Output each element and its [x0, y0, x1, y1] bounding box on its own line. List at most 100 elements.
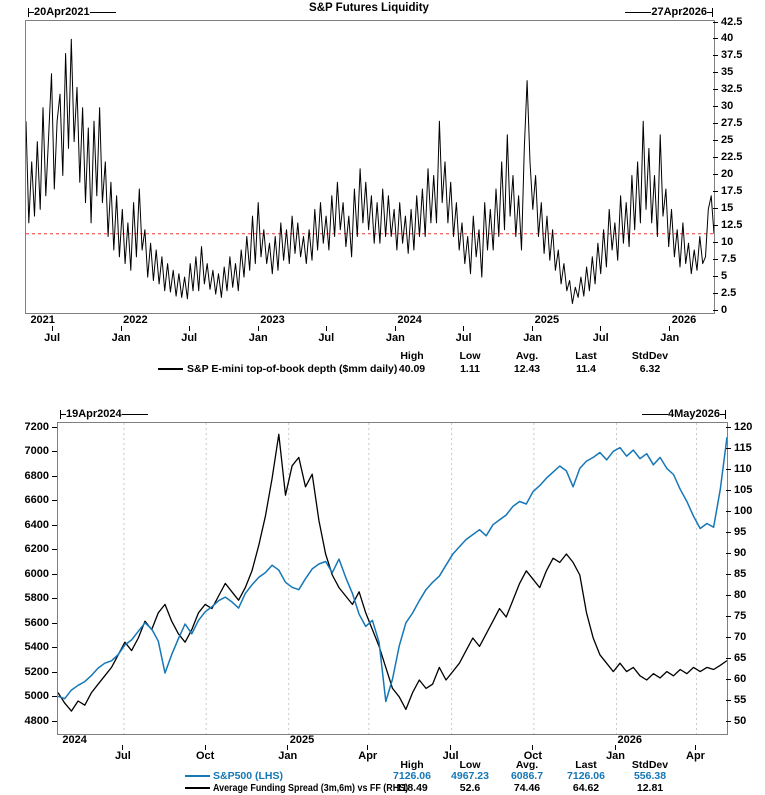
- rhs-tick-label: 100: [734, 504, 753, 517]
- y-axis-tick: [713, 224, 718, 226]
- rhs-tick-label: 115: [734, 441, 752, 454]
- x-tick-label: Jul: [181, 332, 198, 344]
- x-axis-tick: [287, 745, 289, 750]
- x-tick-label: Jan: [111, 332, 131, 344]
- depth-series-label: S&P E-mini top-of-book depth ($mm daily): [187, 363, 398, 375]
- y-axis-tick: [713, 241, 718, 243]
- x-axis-tick: [122, 745, 124, 750]
- y-axis-tick: [713, 89, 718, 91]
- top-legend-row: S&P E-mini top-of-book depth ($mm daily)…: [0, 363, 765, 375]
- rhs-axis-tick: [726, 510, 731, 512]
- x-axis-tick: [694, 745, 696, 750]
- rhs-tick-label: 55: [734, 693, 747, 706]
- sp500-high-value: 7126.06: [393, 770, 431, 782]
- y-tick-label: 40: [721, 32, 734, 45]
- y-axis-tick: [713, 157, 718, 159]
- bottom-chart-plot-area: [57, 422, 728, 735]
- top-range-start-annotation: 20Apr2021: [28, 7, 116, 18]
- lhs-axis-tick: [52, 451, 57, 452]
- range-line-icon: [121, 414, 148, 415]
- bottom-range-start-label: 19Apr2024: [66, 408, 122, 420]
- rhs-tick-label: 60: [734, 672, 747, 685]
- range-tick-icon: [28, 8, 29, 17]
- stats-header-stddev: StdDev: [631, 350, 669, 362]
- y-axis-tick: [713, 21, 718, 23]
- depth-high-value: 40.09: [398, 363, 426, 375]
- x-axis-tick: [325, 326, 327, 331]
- rhs-axis-tick: [726, 531, 731, 533]
- x-axis-tick: [600, 326, 602, 331]
- rhs-axis-tick: [726, 594, 731, 596]
- funding-high-value: 118.49: [396, 782, 428, 794]
- rhs-axis-tick: [726, 447, 731, 449]
- y-tick-label: 12.5: [721, 218, 743, 231]
- range-line-icon: [625, 12, 652, 13]
- rhs-axis-tick: [726, 657, 731, 659]
- year-label: 2023: [260, 314, 285, 326]
- y-tick-label: 25: [721, 134, 734, 147]
- y-axis-tick: [713, 55, 718, 57]
- range-tick-icon: [712, 8, 713, 17]
- lhs-tick-label: 5000: [24, 690, 49, 702]
- funding-stddev-value: 12.81: [636, 782, 664, 794]
- y-tick-label: 30: [721, 100, 734, 113]
- lhs-axis-tick: [52, 573, 57, 575]
- range-tick-icon: [60, 410, 61, 419]
- stats-header-last: Last: [575, 759, 597, 771]
- x-axis-tick: [532, 326, 534, 331]
- rhs-axis-tick: [726, 678, 731, 680]
- lhs-tick-label: 4800: [24, 714, 49, 727]
- lhs-axis-tick: [52, 475, 57, 477]
- bottom-range-end-annotation: 4May2026: [642, 409, 726, 420]
- range-tick-icon: [725, 410, 726, 419]
- bottom-range-end-label: 4May2026: [668, 408, 720, 420]
- y-axis-tick: [713, 140, 718, 142]
- x-tick-label: Jul: [318, 332, 335, 344]
- stats-header-last: Last: [575, 350, 597, 362]
- x-tick-label: Apr: [358, 750, 378, 762]
- y-tick-label: 35: [721, 66, 734, 79]
- lhs-tick-label: 6600: [24, 494, 49, 506]
- sp500-line-sample-icon: [185, 775, 210, 777]
- lhs-axis-tick: [52, 598, 57, 599]
- funding-last-value: 64.62: [572, 782, 600, 794]
- x-tick-label: Jan: [278, 750, 298, 762]
- year-label: 2024: [397, 314, 422, 326]
- y-tick-label: 0: [721, 303, 728, 316]
- x-tick-label: Jul: [455, 332, 472, 344]
- x-axis-tick: [367, 745, 369, 750]
- depth-avg-value: 12.43: [513, 363, 541, 375]
- rhs-tick-label: 65: [734, 651, 747, 664]
- top-chart-title: S&P Futures Liquidity: [309, 2, 429, 14]
- y-axis-tick: [713, 72, 718, 74]
- rhs-axis-tick: [726, 615, 731, 617]
- range-line-icon: [29, 12, 34, 13]
- lhs-axis-tick: [52, 720, 57, 722]
- y-tick-label: 42.5: [721, 15, 743, 28]
- y-axis-tick: [713, 190, 718, 192]
- rhs-tick-label: 75: [734, 609, 747, 622]
- range-line-icon: [89, 12, 116, 13]
- y-tick-label: 7.5: [721, 252, 737, 265]
- y-axis-tick: [713, 309, 718, 311]
- y-tick-label: 15: [721, 201, 734, 214]
- x-tick-label: Jan: [660, 332, 680, 344]
- funding-spread-series-label: Average Funding Spread (3m,6m) vs FF (RH…: [213, 782, 409, 794]
- x-axis-tick: [669, 326, 671, 331]
- x-tick-label: Jan: [606, 750, 626, 762]
- x-tick-label: Jan: [523, 332, 543, 344]
- x-axis-tick: [615, 745, 617, 750]
- lhs-tick-label: 6400: [24, 518, 49, 531]
- x-tick-label: Oct: [523, 750, 543, 762]
- x-axis-tick: [450, 745, 452, 750]
- sp500-avg-value: 6086.7: [510, 770, 544, 782]
- x-axis-tick: [257, 326, 259, 331]
- lhs-axis-tick: [52, 524, 57, 526]
- lhs-axis-tick: [52, 696, 57, 697]
- y-tick-label: 10: [721, 235, 734, 248]
- rhs-tick-label: 85: [734, 567, 747, 580]
- y-tick-label: 5: [721, 269, 728, 282]
- funding-spread-line-sample-icon: [185, 787, 210, 789]
- rhs-axis-tick: [726, 489, 731, 491]
- x-tick-label: Jan: [385, 332, 405, 344]
